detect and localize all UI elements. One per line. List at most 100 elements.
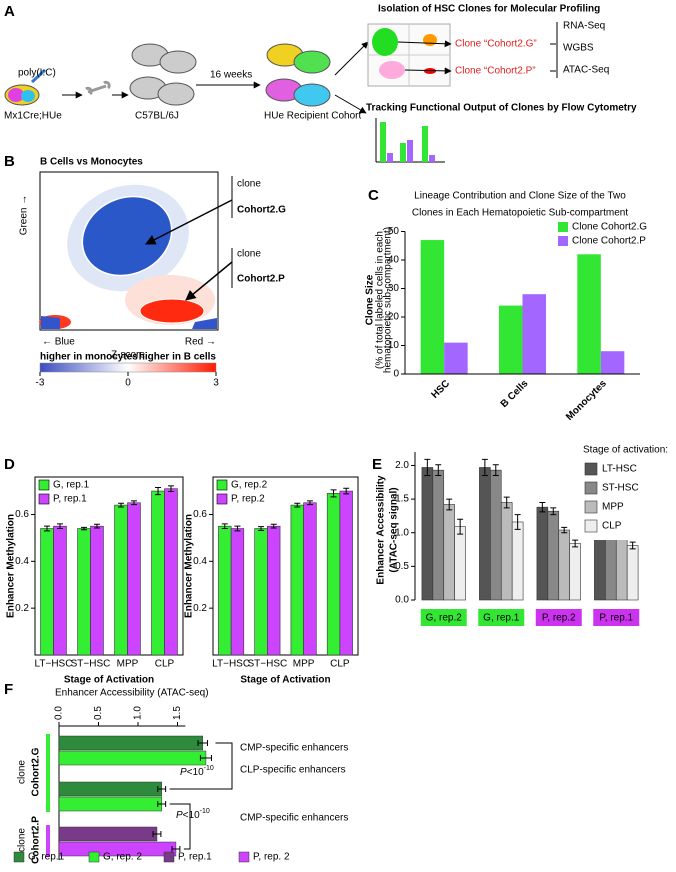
clone-label: Clone “Cohort2.P”	[455, 66, 536, 77]
y-axis-note: (ATAC-seq signal)	[389, 487, 400, 572]
clone-name: Cohort2.G	[31, 747, 42, 796]
legend-swatch	[558, 222, 568, 232]
legend-swatch	[584, 519, 598, 533]
bar	[218, 525, 232, 656]
category-label: CLP-specific enhancers	[240, 765, 346, 776]
bar	[443, 504, 455, 601]
clone-name: Cohort2.P	[31, 816, 42, 864]
colorbar-label: Z-score	[111, 350, 145, 361]
y-axis-label: Clone Size	[365, 274, 376, 325]
bar	[290, 504, 304, 656]
x-tick-label: LT−HSC	[35, 659, 73, 670]
bar	[77, 528, 91, 656]
colorbar-tick-label: 0	[125, 378, 131, 389]
error-bar	[152, 831, 162, 837]
x-direction-label: Red →	[185, 337, 216, 348]
legend-label: G, rep.1	[53, 480, 90, 491]
legend-swatch	[38, 493, 50, 505]
x-tick-label: CLP	[155, 659, 175, 670]
panel-a-illustration	[4, 22, 558, 163]
error-bar	[629, 541, 636, 550]
tracking-title: Tracking Functional Output of Clones by …	[366, 103, 637, 114]
bar	[499, 305, 523, 374]
heatmap	[39, 171, 233, 331]
bar	[58, 826, 158, 842]
bar	[547, 510, 560, 601]
p-value-part: <10	[183, 810, 200, 821]
error-bar	[294, 502, 301, 508]
error-bar	[550, 507, 557, 516]
chart-title: Enhancer Accessibility (ATAC-seq)	[55, 688, 209, 699]
bar	[444, 342, 468, 374]
bar	[600, 351, 625, 374]
x-tick-label: 1.0	[133, 706, 144, 720]
bar	[90, 525, 104, 656]
p-value-part: <10	[187, 767, 204, 778]
chart-title: Lineage Contribution and Clone Size of t…	[414, 191, 626, 202]
bar	[58, 781, 162, 797]
assay-label: WGBS	[563, 43, 594, 54]
colorbar	[39, 362, 217, 373]
cohort-label: HUe Recipient Cohort	[264, 111, 361, 122]
error-bar	[457, 518, 464, 535]
legend-swatch	[584, 500, 598, 514]
donor-label: Mx1Cre;HUe	[4, 111, 62, 122]
bar	[454, 526, 466, 601]
bracket	[169, 742, 233, 790]
bar	[536, 506, 549, 601]
p-value-part: -10	[200, 808, 210, 815]
clone-label: clone	[237, 179, 261, 190]
legend-swatch	[216, 493, 228, 505]
bar	[58, 750, 207, 766]
legend-label: MPP	[602, 502, 624, 513]
y-tick-label: 0.4	[15, 556, 29, 567]
clone-name: Cohort2.G	[237, 205, 286, 216]
x-axis-label: Stage of Activation	[64, 675, 154, 686]
error-bar	[481, 458, 488, 477]
y-tick-label: 0.0	[395, 595, 409, 606]
clone-name: Cohort2.P	[237, 274, 285, 285]
y-axis-note: hematopoietic sub-compartment)	[383, 227, 394, 373]
error-bar	[424, 458, 431, 477]
x-tick-label: P, rep.2	[542, 613, 576, 624]
x-tick-label: B Cells	[499, 378, 531, 410]
colorbar-tick-label: 3	[213, 378, 219, 389]
p-value-part: -10	[204, 765, 214, 772]
y-tick-label: 2.0	[395, 460, 409, 471]
y-tick-label: 0.5	[395, 561, 409, 572]
duration-label: 16 weeks	[210, 70, 252, 81]
bar	[127, 502, 141, 656]
error-bar	[270, 523, 277, 529]
x-tick-label: G, rep.2	[426, 613, 463, 624]
error-bar	[514, 514, 521, 530]
x-tick-label: ST−HSC	[71, 659, 111, 670]
category-label: CMP-specific enhancers	[240, 743, 348, 754]
y-tick-label: 0	[393, 369, 399, 380]
y-tick-label: 20	[388, 312, 400, 323]
x-tick-label: ST−HSC	[248, 659, 288, 670]
legend-label: G, rep.2	[231, 480, 268, 491]
error-bar	[503, 496, 510, 509]
plot-frame	[34, 476, 184, 656]
bar	[230, 528, 245, 656]
bar	[511, 521, 524, 601]
error-bar	[130, 500, 137, 506]
bar	[114, 504, 128, 656]
panel-letter: C	[368, 187, 379, 204]
category-box	[535, 609, 582, 626]
bar	[490, 469, 502, 601]
error-bar	[44, 525, 51, 532]
clone-label: clone	[237, 249, 261, 260]
y-tick-label: 1.5	[395, 494, 409, 505]
y-tick-label: 30	[388, 283, 400, 294]
y-axis-label: Enhancer Methylation	[6, 514, 17, 618]
p-value: P<10-10	[176, 808, 210, 821]
heatmap-title: B Cells vs Monocytes	[40, 157, 143, 168]
legend-title: Stage of activation:	[583, 445, 668, 456]
error-bar	[197, 740, 209, 746]
panel-letter: E	[372, 456, 382, 473]
bar	[421, 467, 434, 601]
x-tick-label: HSC	[429, 378, 452, 401]
x-tick-label: 1.5	[172, 706, 183, 720]
category-box	[478, 609, 525, 626]
